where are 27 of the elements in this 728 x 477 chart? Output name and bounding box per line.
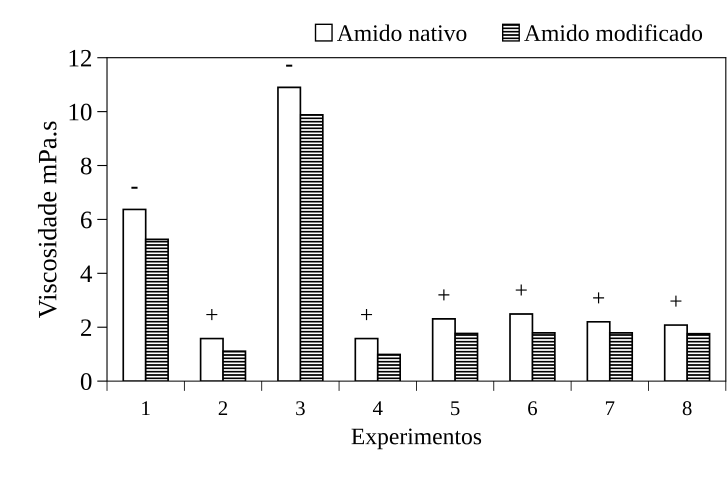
annotation: - bbox=[131, 186, 138, 189]
x-tick-label: 8 bbox=[682, 401, 692, 416]
x-tick-label: 3 bbox=[296, 401, 305, 416]
x-axis-title: Experimentos bbox=[352, 428, 482, 450]
annotation: + bbox=[206, 309, 218, 320]
legend-label: Amido modificado bbox=[524, 24, 702, 42]
annotation: + bbox=[593, 292, 604, 304]
y-tick-label: 0 bbox=[80, 373, 92, 390]
x-tick-label: 5 bbox=[451, 401, 460, 416]
annotation: + bbox=[438, 289, 450, 300]
x-tick-label: 4 bbox=[372, 401, 383, 416]
annotation: - bbox=[286, 64, 292, 67]
x-tick-label: 7 bbox=[606, 401, 614, 416]
y-tick-label: 2 bbox=[81, 319, 92, 336]
legend-label: Amido nativo bbox=[336, 24, 466, 42]
y-tick-label: 6 bbox=[81, 212, 92, 228]
annotation: + bbox=[361, 309, 372, 320]
annotation: + bbox=[516, 284, 527, 296]
y-tick-label: 12 bbox=[70, 50, 92, 66]
y-axis-title: Viscosidade mPa.s bbox=[38, 121, 57, 318]
y-tick-label: 8 bbox=[80, 158, 92, 174]
annotation: + bbox=[670, 296, 682, 307]
y-tick-label: 4 bbox=[80, 266, 92, 282]
x-tick-label: 1 bbox=[142, 401, 150, 416]
x-tick-label: 6 bbox=[528, 401, 538, 416]
y-tick-label: 10 bbox=[70, 104, 92, 121]
x-tick-label: 2 bbox=[218, 401, 228, 416]
